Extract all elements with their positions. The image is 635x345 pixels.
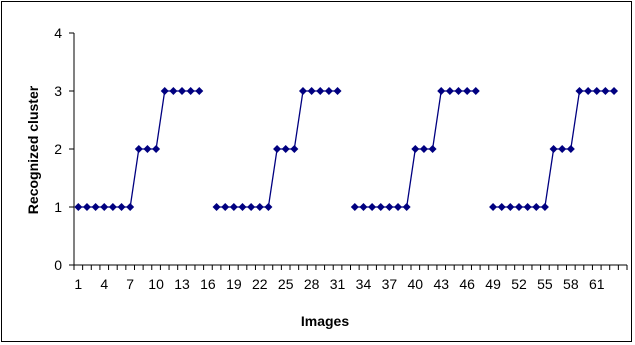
x-tick-label: 43 [433, 276, 449, 292]
data-point-marker [359, 203, 368, 211]
x-tick-label: 7 [126, 276, 134, 292]
data-point-marker [532, 203, 541, 211]
data-point-marker [350, 203, 359, 211]
x-tick-label: 37 [382, 276, 398, 292]
data-point-marker [394, 203, 403, 211]
data-point-marker [454, 87, 463, 95]
y-tick-label: 0 [54, 257, 62, 273]
data-point-marker [324, 87, 333, 95]
data-point-marker [428, 145, 437, 153]
data-point-marker [290, 145, 299, 153]
data-point-marker [298, 87, 307, 95]
data-point-marker [471, 87, 480, 95]
x-tick-label: 52 [511, 276, 527, 292]
x-tick-label: 40 [408, 276, 424, 292]
data-point-marker [437, 87, 446, 95]
data-point-marker [385, 203, 394, 211]
y-axis-title: Recognized cluster [25, 85, 41, 214]
data-point-marker [229, 203, 238, 211]
data-point-marker [402, 203, 411, 211]
data-point-marker [126, 203, 135, 211]
data-point-marker [273, 145, 282, 153]
data-point-marker [247, 203, 256, 211]
x-tick-label: 4 [100, 276, 108, 292]
x-tick-label: 10 [148, 276, 164, 292]
data-point-marker [281, 145, 290, 153]
data-point-marker [186, 87, 195, 95]
data-point-marker [463, 87, 472, 95]
data-point-marker [195, 87, 204, 95]
y-axis: 0 1 2 3 4 [54, 25, 75, 273]
data-point-marker [82, 203, 91, 211]
data-point-marker [178, 87, 187, 95]
data-point-marker [74, 203, 83, 211]
data-point-marker [610, 87, 619, 95]
x-tick-label: 61 [589, 276, 605, 292]
data-point-marker [316, 87, 325, 95]
data-point-marker [575, 87, 584, 95]
x-tick-label: 46 [459, 276, 475, 292]
x-axis-title: Images [301, 313, 349, 329]
x-tick-label: 1 [74, 276, 82, 292]
x-tick-label: 28 [304, 276, 320, 292]
data-point-marker [307, 87, 316, 95]
series-line [74, 87, 619, 211]
data-point-marker [584, 87, 593, 95]
data-point-marker [368, 203, 377, 211]
x-tick-label: 22 [252, 276, 268, 292]
data-point-marker [558, 145, 567, 153]
data-point-marker [169, 87, 178, 95]
data-point-marker [376, 203, 385, 211]
data-point-marker [255, 203, 264, 211]
x-tick-label: 34 [356, 276, 372, 292]
data-point-marker [506, 203, 515, 211]
data-point-marker [489, 203, 498, 211]
data-point-marker [100, 203, 109, 211]
data-point-marker [333, 87, 342, 95]
x-tick-label: 19 [226, 276, 242, 292]
x-tick-label: 49 [485, 276, 501, 292]
y-tick-label: 1 [54, 199, 62, 215]
x-tick-label: 16 [200, 276, 216, 292]
data-point-marker [601, 87, 610, 95]
data-point-marker [445, 87, 454, 95]
x-tick-label: 31 [330, 276, 346, 292]
data-point-marker [549, 145, 558, 153]
x-tick-label: 55 [537, 276, 553, 292]
data-point-marker [264, 203, 273, 211]
y-tick-label: 4 [54, 25, 62, 41]
data-point-marker [540, 203, 549, 211]
data-point-marker [497, 203, 506, 211]
data-point-marker [514, 203, 523, 211]
data-point-marker [134, 145, 143, 153]
x-tick-label: 13 [174, 276, 190, 292]
y-tick-label: 3 [54, 83, 62, 99]
data-point-marker [160, 87, 169, 95]
data-point-marker [238, 203, 247, 211]
x-axis: 1 4 7 10 13 16 19 22 25 28 31 34 37 40 43 46 49 52 55 58 61 [73, 264, 628, 292]
x-tick-label: 58 [563, 276, 579, 292]
data-point-marker [152, 145, 161, 153]
data-point-marker [108, 203, 117, 211]
data-point-marker [221, 203, 230, 211]
data-point-marker [566, 145, 575, 153]
y-tick-label: 2 [54, 141, 62, 157]
data-point-marker [117, 203, 126, 211]
data-point-marker [411, 145, 420, 153]
data-point-marker [143, 145, 152, 153]
data-point-marker [212, 203, 221, 211]
data-point-marker [523, 203, 532, 211]
data-point-marker [419, 145, 428, 153]
data-point-marker [91, 203, 100, 211]
data-point-marker [592, 87, 601, 95]
x-tick-label: 25 [278, 276, 294, 292]
